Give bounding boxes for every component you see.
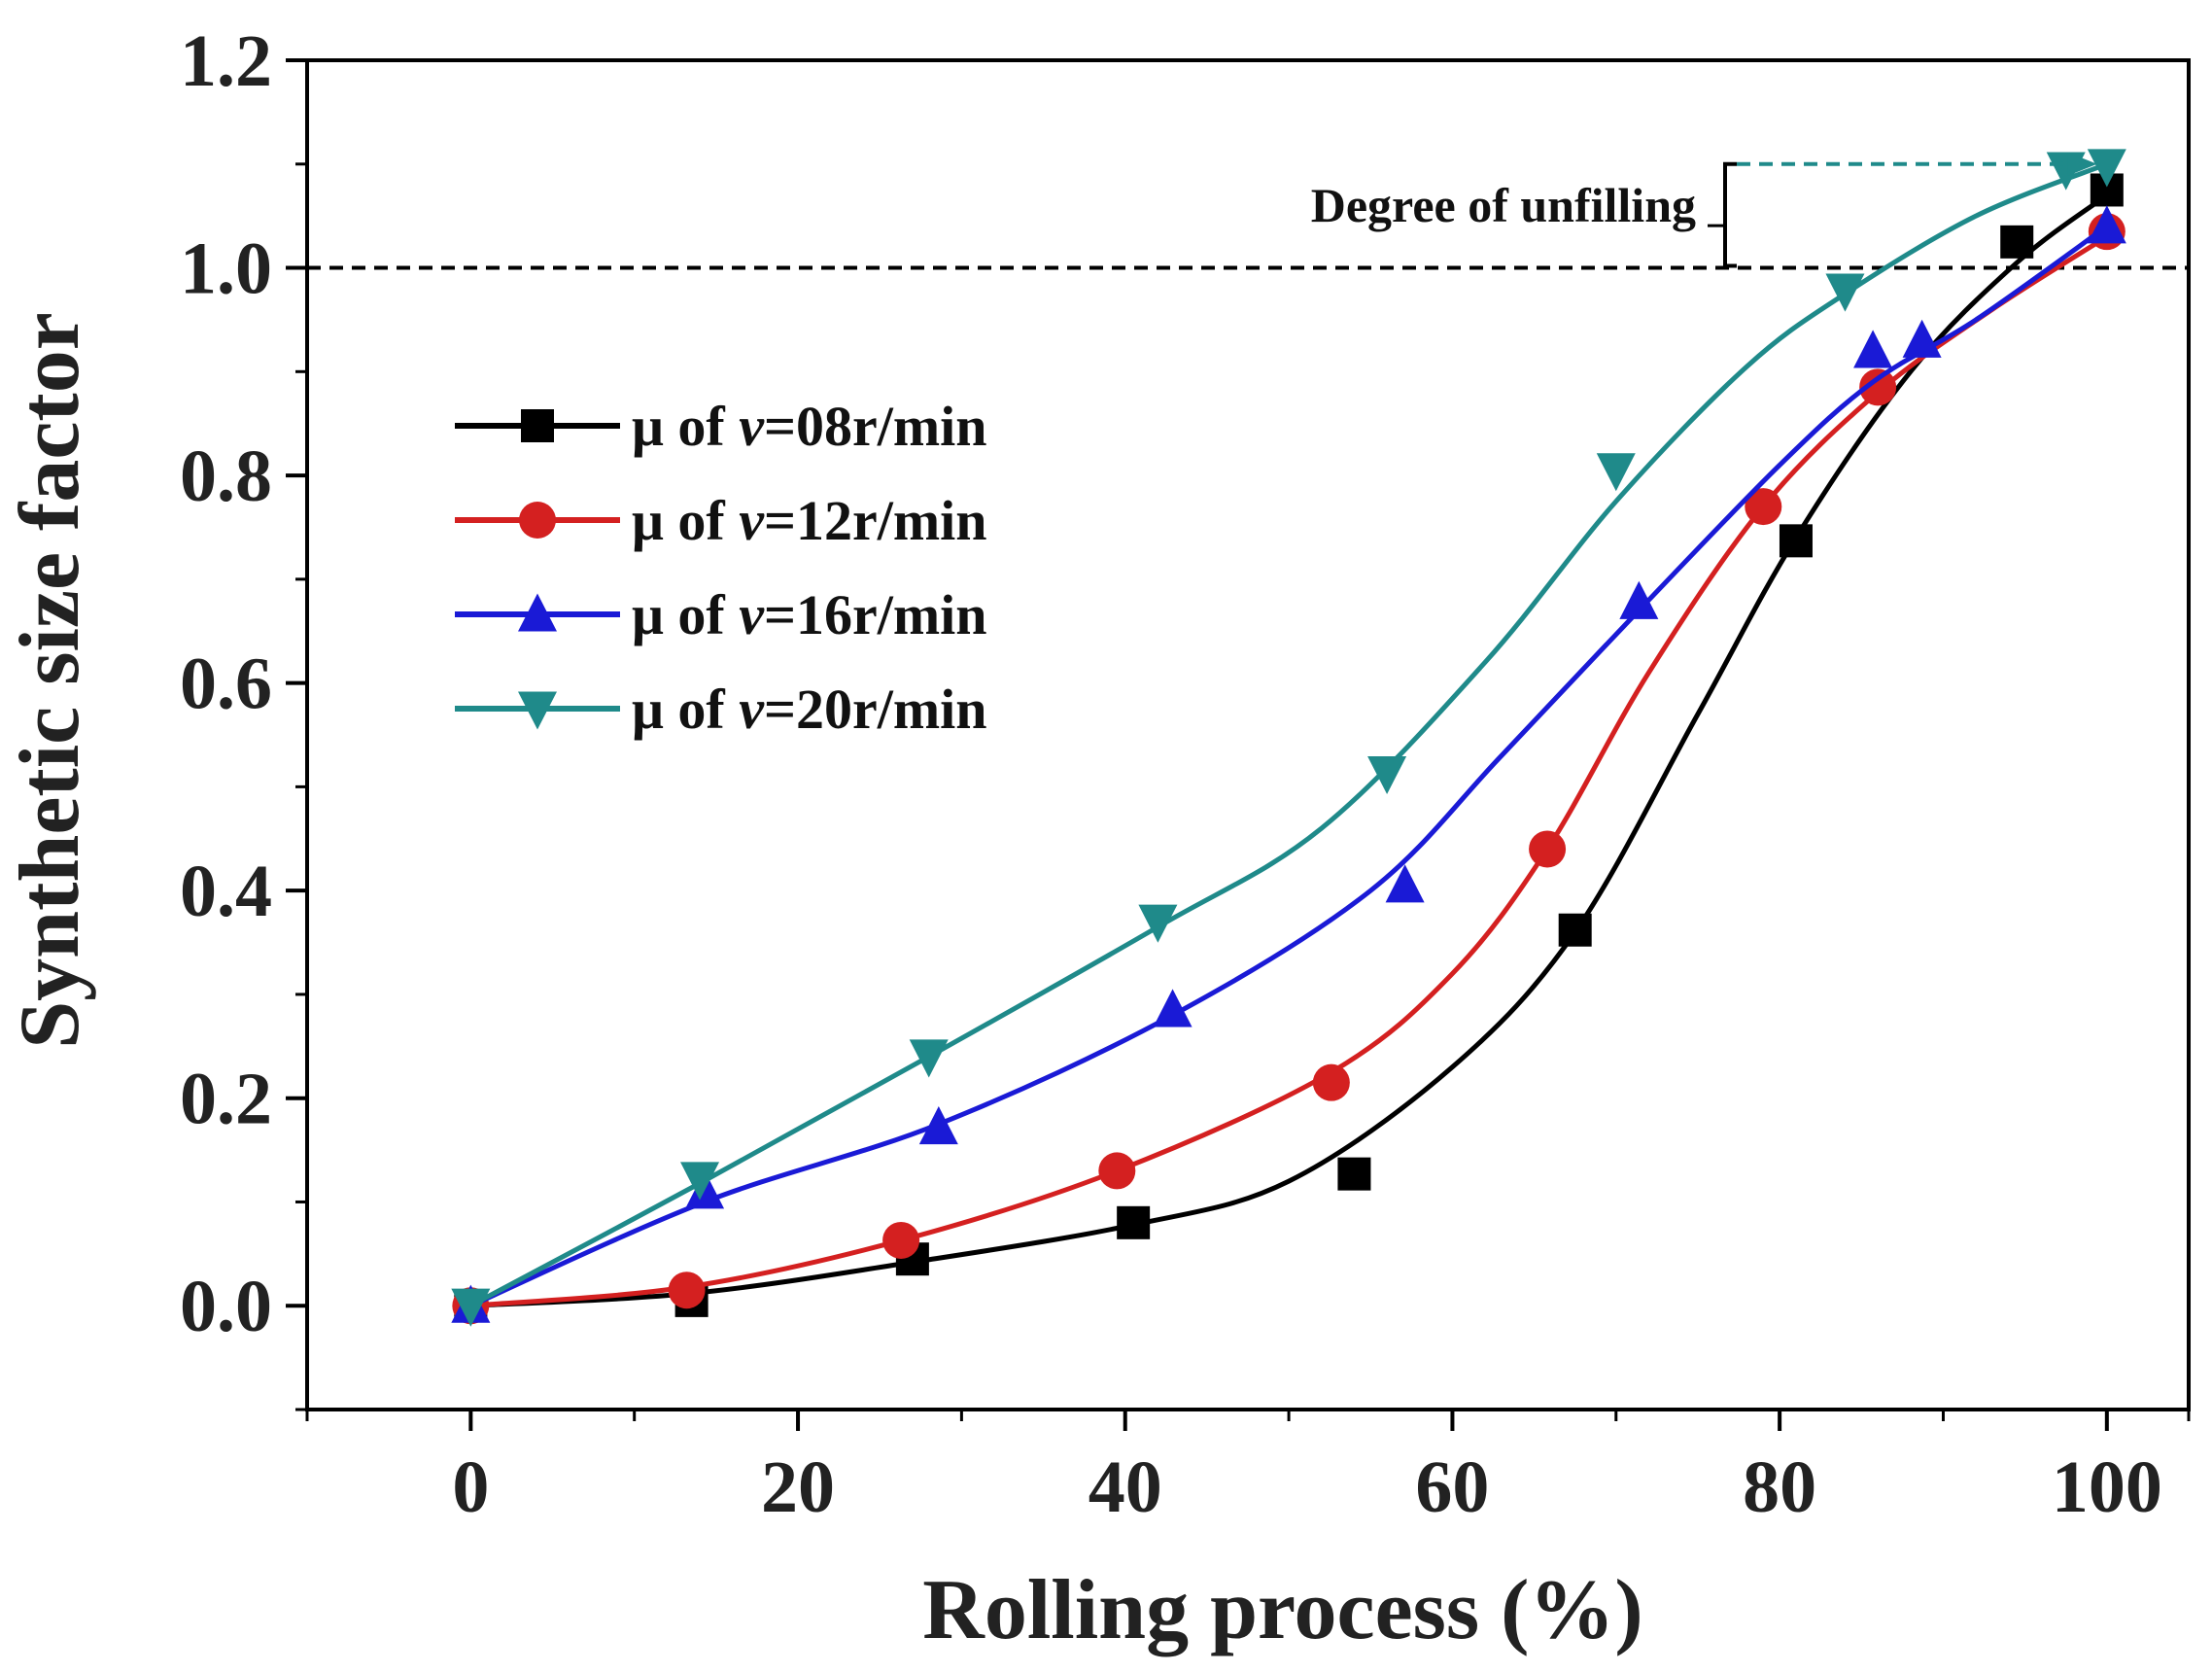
data-point-20: [2087, 149, 2126, 188]
legend-label-12: μ of v=12r/min: [632, 489, 987, 552]
data-point-12: [668, 1271, 706, 1309]
series-line-16: [469, 224, 2109, 1308]
data-point-20: [909, 1039, 949, 1078]
data-point-08: [1779, 524, 1813, 558]
data-point-20: [1138, 904, 1178, 943]
y-tick-label: 0.2: [180, 1059, 272, 1140]
series-line-08: [470, 192, 2109, 1308]
data-point-20: [1367, 755, 1407, 795]
data-point-16: [918, 1106, 958, 1145]
data-point-12: [1312, 1063, 1350, 1101]
plot-frame: [305, 58, 2191, 1411]
data-point-08: [1117, 1205, 1151, 1239]
data-point-12: [1098, 1152, 1136, 1190]
data-point-08: [1558, 913, 1592, 947]
y-tick-label: 0.6: [180, 644, 272, 725]
legend-marker-08: [521, 409, 554, 442]
plot-area: 0 20 40 60 80 100 0.0 0.2 0.4 0.6 0.8 1.0 1.2 μ of v=…: [180, 20, 2191, 1528]
data-point-12: [882, 1221, 920, 1259]
legend-label-08: μ of v=08r/min: [632, 395, 987, 458]
legend-marker-20: [518, 691, 557, 730]
data-point-16: [2087, 205, 2126, 244]
legend-marker-16: [518, 593, 557, 632]
x-tick-label: 40: [1089, 1446, 1162, 1528]
x-tick-label: 0: [452, 1446, 489, 1528]
x-tick-label: 60: [1415, 1446, 1489, 1528]
data-point-08: [2000, 225, 2034, 259]
y-axis-title: Synthetic size factor: [3, 312, 97, 1049]
data-point-16: [1385, 864, 1425, 903]
y-tick-label: 0.8: [180, 435, 272, 517]
data-point-16: [1853, 330, 1893, 368]
x-axis-title: Rolling process (%): [922, 1563, 1642, 1657]
data-point-12: [1745, 488, 1782, 526]
data-point-12: [1859, 368, 1897, 406]
data-point-12: [1529, 830, 1567, 868]
legend-label-20: μ of v=20r/min: [632, 678, 987, 741]
data-point-16: [1902, 319, 1942, 358]
data-point-20: [1596, 453, 1636, 492]
y-tick-label: 0.0: [180, 1266, 272, 1347]
data-point-20: [451, 1288, 491, 1327]
annotation-bracket: [1723, 161, 1737, 268]
annotation-label: Degree of unfilling: [1311, 178, 1696, 232]
x-tick-label: 100: [2052, 1446, 2162, 1528]
x-tick-label: 20: [761, 1446, 835, 1528]
data-point-08: [1337, 1157, 1371, 1191]
data-point-20: [1825, 273, 1865, 312]
y-tick-label: 1.0: [180, 228, 272, 310]
data-point-16: [1153, 989, 1192, 1028]
data-point-20: [680, 1162, 720, 1201]
legend-marker-12: [519, 502, 556, 539]
y-tick-label: 1.2: [180, 20, 272, 102]
data-point-16: [1619, 580, 1659, 619]
x-tick-label: 80: [1743, 1446, 1816, 1528]
legend-label-16: μ of v=16r/min: [632, 583, 987, 646]
y-tick-label: 0.4: [180, 851, 272, 932]
annotation-arrowhead: [2067, 152, 2097, 176]
